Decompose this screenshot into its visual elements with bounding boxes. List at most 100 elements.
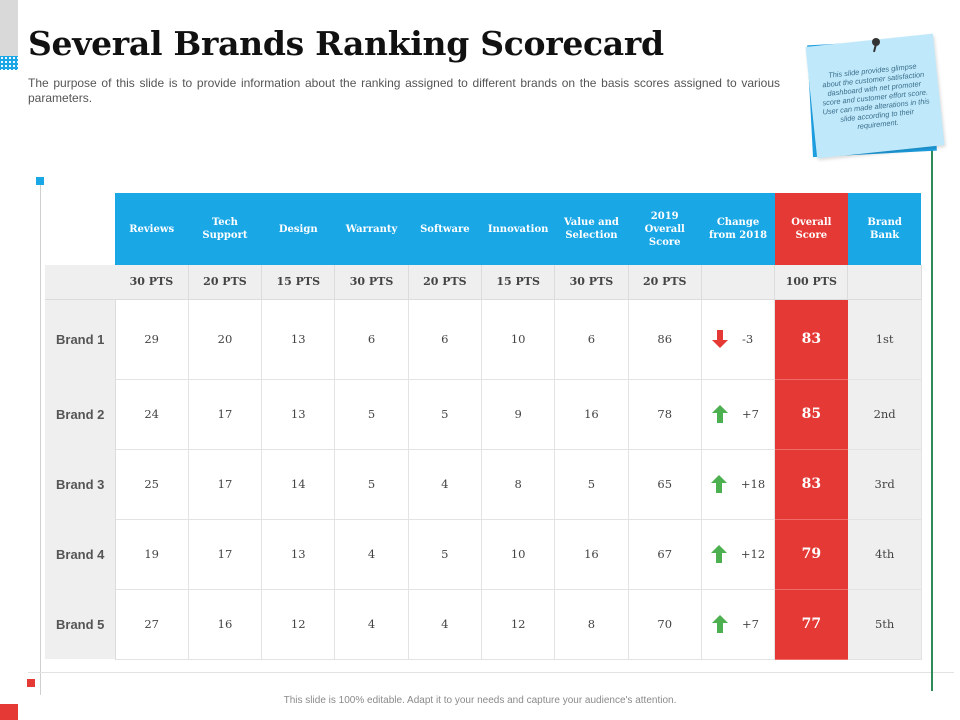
score-cell: 29 [115,299,189,380]
arrow-up-icon [712,405,729,423]
overall-score-cell: 79 [774,519,849,590]
overall-score-cell: 77 [774,589,849,660]
score-cell: 5 [554,449,629,520]
table-row: Brand 3 25 17 14 5 4 8 5 65 +18 83 3rd [45,449,922,520]
score-cell: 8 [554,589,629,660]
rank-cell: 2nd [847,379,922,450]
page-title: Several Brands Ranking Scorecard [28,24,664,63]
header-reviews: Reviews [115,193,189,265]
header-brand-bank: Brand Bank [847,193,922,265]
footer-note: This slide is 100% editable. Adapt it to… [283,695,677,706]
score-cell: 16 [188,589,263,660]
score-cell: 70 [628,589,702,660]
score-cell: 20 [188,299,263,380]
header-tech-support: Tech Support [188,193,262,265]
corner-decoration-dotted [0,56,18,70]
change-value: -3 [742,332,754,346]
score-cell: 4 [408,449,482,520]
score-cell: 17 [188,449,263,520]
score-cell: 4 [408,589,482,660]
score-cell: 13 [261,299,336,380]
score-cell: 67 [628,519,702,590]
table-row: Brand 5 27 16 12 4 4 12 8 70 +7 77 5th [45,589,922,660]
brand-name: Brand 1 [45,299,116,379]
corner-decoration-red [0,704,18,720]
score-cell: 6 [408,299,482,380]
score-cell: 12 [261,589,336,660]
brand-name: Brand 2 [45,379,116,449]
points-row: 30 PTS 20 PTS 15 PTS 30 PTS 20 PTS 15 PT… [45,265,922,300]
header-2019-overall: 2019 Overall Score [628,193,702,265]
points-cell: 15 PTS [261,265,336,300]
score-cell: 5 [334,379,409,450]
points-cell: 30 PTS [115,265,189,300]
table-row: Brand 4 19 17 13 4 5 10 16 67 +12 79 4th [45,519,922,590]
score-cell: 13 [261,519,336,590]
change-value: +12 [740,547,766,561]
arrow-up-icon [712,615,729,633]
score-cell: 19 [115,519,189,590]
score-cell: 14 [261,449,336,520]
points-cell [701,265,776,300]
change-value: +18 [740,477,766,491]
score-cell: 6 [554,299,629,380]
score-cell: 8 [481,449,556,520]
score-cell: 65 [628,449,702,520]
header-value-selection: Value and Selection [554,193,629,265]
bottom-divider [28,672,954,673]
score-cell: 86 [628,299,702,380]
change-value: +7 [742,617,759,631]
red-marker [27,679,35,687]
score-cell: 10 [481,519,556,590]
header-warranty: Warranty [334,193,409,265]
points-cell: 20 PTS [628,265,702,300]
sticky-note: This slide provides glimpse about the cu… [805,33,945,159]
left-divider [40,185,41,695]
header-innovation: Innovation [481,193,555,265]
brand-name: Brand 5 [45,589,116,659]
scorecard-table-wrapper: Reviews Tech Support Design Warranty Sof… [45,193,922,660]
score-cell: 10 [481,299,556,380]
header-design: Design [261,193,335,265]
corner-decoration-gray [0,0,18,56]
rank-cell: 3rd [847,449,922,520]
brand-name: Brand 4 [45,519,116,589]
points-cell: 20 PTS [188,265,263,300]
brand-name: Brand 3 [45,449,116,519]
points-cell: 100 PTS [774,265,849,300]
score-cell: 5 [408,379,482,450]
change-cell: +12 [701,519,776,590]
header-software: Software [408,193,482,265]
header-change: Change from 2018 [701,193,775,265]
score-cell: 4 [334,589,409,660]
page-subtitle: The purpose of this slide is to provide … [28,76,780,105]
score-cell: 4 [334,519,409,590]
score-cell: 27 [115,589,189,660]
arrow-up-icon [710,545,727,563]
score-cell: 17 [188,379,263,450]
header-row: Reviews Tech Support Design Warranty Sof… [45,193,922,265]
overall-score-cell: 85 [774,379,849,450]
arrow-up-icon [710,475,727,493]
table-row: Brand 2 24 17 13 5 5 9 16 78 +7 85 2nd [45,379,922,450]
score-cell: 6 [334,299,409,380]
scorecard-table: Reviews Tech Support Design Warranty Sof… [45,193,922,660]
rank-cell: 4th [847,519,922,590]
score-cell: 16 [554,519,629,590]
overall-score-cell: 83 [774,299,849,380]
score-cell: 78 [628,379,702,450]
score-cell: 13 [261,379,336,450]
change-cell: +7 [701,589,776,660]
overall-score-cell: 83 [774,449,849,520]
change-cell: -3 [701,299,776,380]
points-blank [45,265,115,300]
score-cell: 5 [408,519,482,590]
header-overall-score: Overall Score [774,193,848,265]
change-cell: +7 [701,379,776,450]
change-cell: +18 [701,449,776,520]
score-cell: 9 [481,379,556,450]
right-divider [931,148,933,691]
blue-marker [36,177,44,185]
score-cell: 25 [115,449,189,520]
table-row: Brand 1 29 20 13 6 6 10 6 86 -3 83 1st [45,299,922,380]
